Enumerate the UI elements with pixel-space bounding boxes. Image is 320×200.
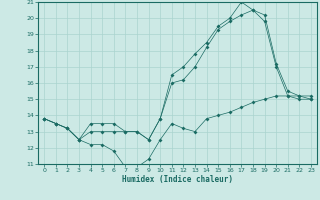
X-axis label: Humidex (Indice chaleur): Humidex (Indice chaleur): [122, 175, 233, 184]
